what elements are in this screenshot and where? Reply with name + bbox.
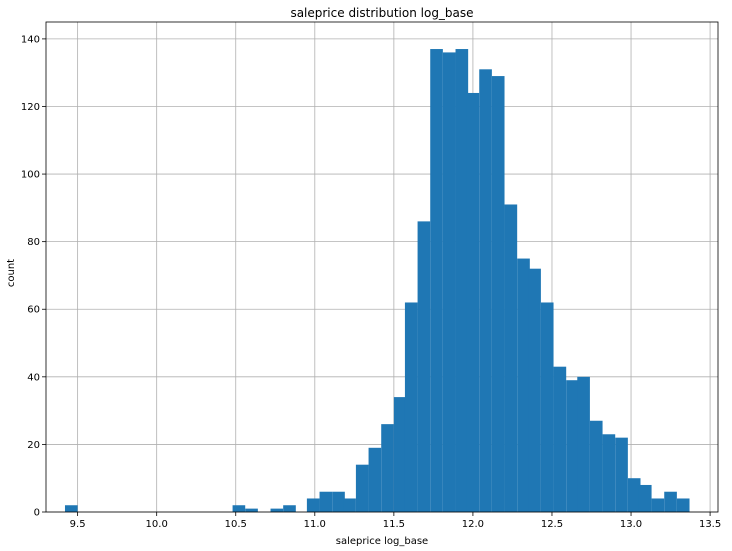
- histogram-bar: [393, 397, 407, 512]
- y-tick-label: 20: [27, 440, 40, 451]
- histogram-bar: [466, 92, 480, 512]
- histogram-bar: [479, 69, 492, 512]
- chart-title: saleprice distribution log_base: [290, 6, 473, 20]
- histogram-bar: [283, 505, 296, 512]
- histogram-bar: [455, 49, 469, 512]
- x-tick-label: 11.5: [383, 519, 405, 530]
- x-tick-label: 13.5: [699, 519, 721, 530]
- histogram-bar: [504, 204, 518, 512]
- x-tick-label: 9.5: [70, 519, 86, 530]
- plot-frame: [45, 21, 719, 513]
- y-tick-label: 0: [34, 508, 40, 519]
- histogram-bar: [232, 505, 246, 512]
- y-tick-label: 60: [27, 305, 40, 316]
- y-tick-label: 120: [21, 102, 40, 113]
- x-tick-label: 10.5: [225, 519, 247, 530]
- histogram-bar: [553, 366, 567, 512]
- histogram-bar: [517, 258, 530, 512]
- histogram-bar: [676, 498, 690, 512]
- histogram-bar: [491, 76, 505, 512]
- bars: [64, 49, 690, 513]
- histogram-bar: [627, 478, 641, 512]
- x-tick-label: 12.0: [462, 519, 484, 530]
- histogram-bar: [332, 491, 345, 512]
- y-tick-label: 80: [27, 237, 40, 248]
- histogram-bar: [664, 491, 677, 512]
- histogram-bar: [566, 380, 579, 512]
- histogram-bar: [430, 49, 443, 512]
- x-tick-label: 11.0: [304, 519, 326, 530]
- histogram-bar: [577, 376, 590, 512]
- histogram-bar: [270, 508, 284, 512]
- y-tick-label: 40: [27, 372, 40, 383]
- histogram-bar: [355, 464, 369, 512]
- histogram-bar: [589, 420, 603, 512]
- histogram-bar: [638, 484, 652, 512]
- axis-ticks: 9.5 10.0 10.5 11.0 11.5 12.0 12.5 13.0 13.5 0 20 40…: [21, 34, 721, 530]
- histogram-bar: [64, 505, 78, 512]
- histogram-bar: [343, 498, 356, 512]
- histogram-bar: [417, 221, 431, 512]
- x-tick-label: 10.0: [146, 519, 168, 530]
- histogram-bar: [615, 437, 628, 512]
- y-tick-label: 140: [21, 34, 40, 45]
- histogram-bar: [245, 508, 258, 512]
- y-tick-label: 100: [21, 170, 40, 181]
- y-axis-label: count: [6, 259, 17, 287]
- histogram-bar: [602, 434, 616, 512]
- histogram-bar: [368, 447, 382, 512]
- histogram-bar: [319, 491, 333, 512]
- histogram-bar: [306, 498, 320, 512]
- histogram-bar: [651, 498, 665, 512]
- x-axis-label: saleprice log_base: [336, 536, 428, 547]
- histogram-bar: [404, 302, 418, 512]
- histogram-bar: [540, 302, 554, 512]
- histogram-bar: [381, 424, 394, 512]
- x-tick-label: 13.0: [620, 519, 642, 530]
- x-tick-label: 12.5: [541, 519, 563, 530]
- histogram-bar: [528, 268, 541, 512]
- histogram-bar: [442, 52, 456, 513]
